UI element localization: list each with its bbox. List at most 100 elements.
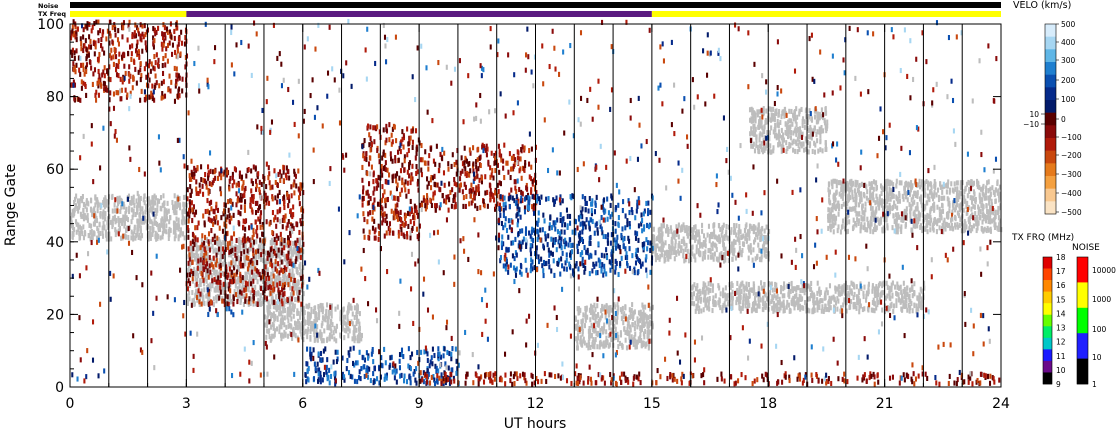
echo-cell xyxy=(707,254,710,260)
echo-cell xyxy=(208,294,211,300)
echo-cell xyxy=(754,126,757,132)
echo-cell xyxy=(187,246,190,252)
echo-cell xyxy=(802,141,805,147)
echo-cell xyxy=(793,294,796,300)
echo-cell xyxy=(96,208,99,214)
echo-cell xyxy=(251,269,254,275)
echo-cell xyxy=(968,215,971,221)
echo-cell xyxy=(965,203,968,209)
echo-cell xyxy=(278,329,281,335)
echo-cell xyxy=(956,210,959,216)
echo-cell xyxy=(888,206,891,212)
echo-cell xyxy=(343,327,346,333)
echo-cell xyxy=(198,182,201,188)
echo-cell xyxy=(358,321,361,327)
echo-cell xyxy=(804,300,807,306)
echo-cell xyxy=(193,266,196,272)
echo-cell xyxy=(301,320,304,327)
echo-cell xyxy=(757,299,760,305)
echo-cell xyxy=(860,215,863,221)
echo-cell xyxy=(79,211,82,217)
echo-cell xyxy=(197,245,200,251)
echo-cell xyxy=(755,231,758,237)
echo-cell xyxy=(141,219,144,225)
echo-cell xyxy=(658,246,661,252)
echo-cell xyxy=(956,180,959,186)
echo-cell xyxy=(691,300,694,306)
echo-cell xyxy=(796,149,799,155)
echo-cell xyxy=(817,148,820,154)
echo-cell xyxy=(889,187,892,193)
echo-cell xyxy=(840,193,843,199)
echo-cell xyxy=(941,202,944,208)
echo-cell xyxy=(251,260,254,266)
echo-cell xyxy=(724,232,728,238)
echo-cell xyxy=(656,253,659,259)
echo-cell xyxy=(806,125,809,131)
echo-cell xyxy=(985,214,988,220)
echo-cell xyxy=(647,332,650,338)
echo-cell xyxy=(908,297,911,303)
echo-cell xyxy=(866,306,870,312)
echo-cell xyxy=(722,242,725,249)
echo-cell xyxy=(299,314,302,320)
echo-cell xyxy=(284,213,287,219)
echo-cell xyxy=(795,121,798,127)
echo-cell xyxy=(963,222,966,228)
echo-cell xyxy=(940,215,943,221)
echo-cell xyxy=(145,206,148,212)
echo-cell xyxy=(315,312,318,318)
echo-cell xyxy=(269,247,272,253)
echo-cell xyxy=(273,328,277,334)
echo-cell xyxy=(205,293,208,299)
echo-cell xyxy=(829,297,832,303)
echo-cell xyxy=(280,267,283,273)
echo-cell xyxy=(776,300,779,306)
echo-cell xyxy=(194,209,198,215)
echo-cell xyxy=(816,300,819,306)
echo-cell xyxy=(749,117,752,123)
echo-cell xyxy=(585,307,588,313)
echo-cell xyxy=(771,305,774,311)
echo-cell xyxy=(287,169,290,175)
echo-cell xyxy=(663,250,666,256)
echo-cell xyxy=(736,296,739,302)
echo-cell xyxy=(415,164,418,170)
echo-cell xyxy=(587,345,590,351)
echo-cell xyxy=(711,283,715,289)
echo-cell xyxy=(214,175,217,181)
echo-cell xyxy=(773,116,776,123)
echo-cell xyxy=(803,290,806,296)
echo-cell xyxy=(315,329,318,335)
echo-cell xyxy=(987,179,990,185)
echo-cell xyxy=(266,280,270,286)
echo-cell xyxy=(872,186,875,192)
echo-cell xyxy=(859,198,862,204)
echo-cell xyxy=(153,200,157,206)
echo-cell xyxy=(919,224,922,230)
echo-cell xyxy=(712,299,715,305)
echo-cell xyxy=(82,235,85,241)
echo-cell xyxy=(816,307,819,313)
echo-cell xyxy=(613,330,616,336)
echo-cell xyxy=(875,184,878,191)
echo-cell xyxy=(211,236,214,242)
echo-cell xyxy=(228,186,231,192)
echo-cell xyxy=(703,294,706,300)
echo-cell xyxy=(298,248,301,254)
echo-cell xyxy=(982,216,985,222)
echo-cell xyxy=(417,178,420,184)
echo-cell xyxy=(811,290,814,296)
echo-cell xyxy=(970,182,973,188)
echo-cell xyxy=(589,344,592,351)
echo-cell xyxy=(275,275,278,281)
echo-cell xyxy=(213,169,216,175)
echo-cell xyxy=(282,303,285,309)
echo-cell xyxy=(639,318,642,324)
echo-cell xyxy=(233,166,236,172)
echo-cell xyxy=(857,184,860,190)
echo-cell xyxy=(78,235,81,241)
echo-cell xyxy=(829,227,832,233)
echo-cell xyxy=(233,265,236,271)
echo-cell xyxy=(750,249,753,255)
